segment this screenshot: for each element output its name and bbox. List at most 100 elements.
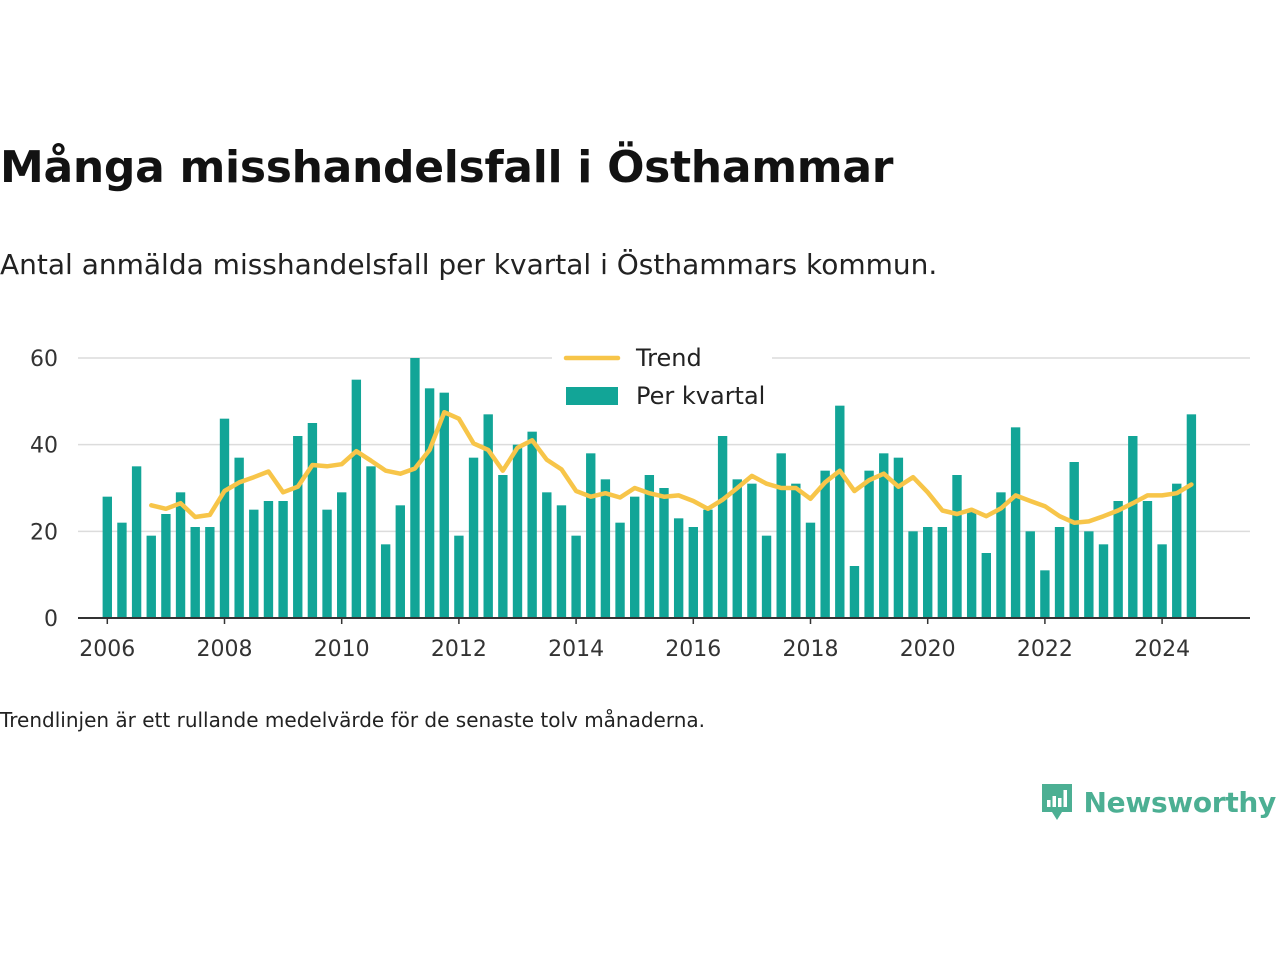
bar bbox=[981, 553, 991, 618]
bar bbox=[1128, 436, 1138, 618]
y-tick-label: 60 bbox=[30, 347, 58, 372]
y-tick-label: 20 bbox=[30, 520, 58, 545]
bar bbox=[498, 475, 508, 618]
legend-swatch-per-kvartal bbox=[566, 387, 618, 405]
bar bbox=[190, 527, 200, 618]
bar bbox=[512, 444, 523, 618]
bar bbox=[820, 470, 830, 618]
bar bbox=[293, 436, 303, 618]
bar bbox=[161, 514, 171, 618]
chart-title: Många misshandelsfall i Östhammar bbox=[0, 142, 894, 193]
bar bbox=[1010, 427, 1021, 618]
y-tick-label: 40 bbox=[30, 434, 58, 459]
trend-line bbox=[149, 409, 1194, 525]
bar bbox=[996, 492, 1006, 618]
bar bbox=[146, 535, 156, 618]
x-tick-label: 2016 bbox=[665, 637, 721, 660]
legend-label: Per kvartal bbox=[636, 382, 765, 410]
bar bbox=[249, 509, 259, 618]
x-tick-label: 2008 bbox=[197, 637, 253, 660]
bar bbox=[366, 466, 376, 618]
y-tick-label: 0 bbox=[44, 607, 58, 632]
bar bbox=[1172, 483, 1182, 618]
bar bbox=[556, 505, 567, 618]
bar bbox=[966, 509, 977, 618]
bar bbox=[937, 527, 948, 618]
bar bbox=[175, 492, 186, 618]
bar bbox=[717, 436, 728, 618]
x-tick-label: 2024 bbox=[1134, 637, 1190, 660]
chart-area: 0 20 40 60 2006 2008 2010 2012 2014 2016 2018 2020 2… bbox=[30, 338, 1250, 660]
bar bbox=[205, 527, 215, 618]
bar bbox=[893, 457, 904, 618]
chart-subtitle: Antal anmälda misshandelsfall per kvarta… bbox=[0, 248, 938, 281]
legend: Trend Per kvartal bbox=[552, 338, 772, 418]
bar bbox=[571, 535, 581, 618]
bar bbox=[864, 470, 874, 618]
x-tick-label: 2006 bbox=[79, 637, 135, 660]
bar bbox=[703, 509, 713, 618]
x-tick-label: 2020 bbox=[900, 637, 956, 660]
x-tick-label: 2018 bbox=[783, 637, 839, 660]
bar bbox=[1025, 531, 1035, 618]
bar bbox=[923, 527, 933, 618]
bar bbox=[424, 388, 435, 618]
bar bbox=[1157, 544, 1167, 618]
bar bbox=[131, 466, 142, 618]
bar bbox=[600, 479, 611, 618]
x-tick-label: 2012 bbox=[431, 637, 487, 660]
bar bbox=[688, 527, 698, 618]
bar bbox=[380, 544, 391, 618]
bar bbox=[439, 392, 449, 618]
legend-label: Trend bbox=[635, 344, 702, 372]
bar bbox=[791, 483, 801, 618]
bar bbox=[879, 453, 889, 618]
bar bbox=[644, 475, 655, 618]
bar bbox=[673, 518, 684, 618]
bar bbox=[615, 522, 625, 618]
bar bbox=[1069, 462, 1079, 618]
bar bbox=[659, 488, 669, 618]
bar bbox=[1186, 414, 1197, 618]
brand-logo: Newsworthy bbox=[1040, 782, 1276, 822]
bar bbox=[586, 453, 596, 618]
bar bbox=[849, 566, 860, 618]
bar bbox=[1098, 544, 1109, 618]
bar bbox=[527, 431, 537, 618]
x-tick-label: 2014 bbox=[548, 637, 604, 660]
line-series-trend bbox=[149, 409, 1194, 525]
newsworthy-logo-icon bbox=[1041, 784, 1072, 820]
bar bbox=[395, 505, 405, 618]
bar bbox=[337, 492, 347, 618]
bar bbox=[542, 492, 552, 618]
bar bbox=[1113, 501, 1123, 618]
bar bbox=[835, 405, 845, 618]
bar bbox=[1084, 531, 1094, 618]
bar bbox=[263, 501, 274, 618]
bar bbox=[322, 509, 332, 618]
bar bbox=[410, 358, 420, 618]
bar bbox=[483, 414, 493, 618]
bar-series-per-kvartal bbox=[102, 358, 1197, 618]
bar bbox=[630, 496, 640, 618]
bar bbox=[454, 535, 464, 618]
x-tick-label: 2022 bbox=[1017, 637, 1073, 660]
bar bbox=[732, 479, 742, 618]
bar bbox=[117, 522, 127, 618]
footnote: Trendlinjen är ett rullande medelvärde f… bbox=[0, 708, 706, 732]
bar bbox=[219, 418, 230, 618]
x-tick-label: 2010 bbox=[314, 637, 370, 660]
bar bbox=[1054, 527, 1065, 618]
bar bbox=[761, 535, 772, 618]
bar bbox=[278, 501, 288, 618]
bar bbox=[351, 379, 362, 618]
bar bbox=[1142, 501, 1153, 618]
bar bbox=[908, 531, 918, 618]
bar bbox=[776, 453, 786, 618]
bar bbox=[468, 457, 479, 618]
bar bbox=[234, 457, 244, 618]
bar bbox=[102, 496, 112, 618]
brand-name: Newsworthy bbox=[1083, 785, 1277, 819]
bar bbox=[1040, 570, 1050, 618]
bar bbox=[805, 522, 816, 618]
